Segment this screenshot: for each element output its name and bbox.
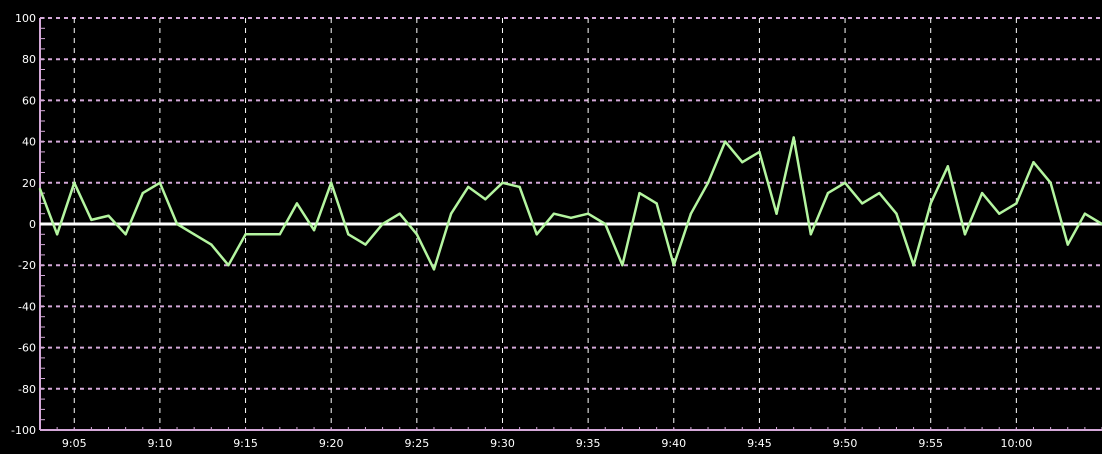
x-tick-label: 9:35 — [576, 437, 601, 450]
data-point — [775, 212, 778, 215]
y-tick-label: -60 — [18, 342, 36, 355]
y-tick-label: 100 — [15, 12, 36, 25]
data-point — [535, 233, 538, 236]
data-point — [381, 222, 384, 226]
data-point — [158, 181, 162, 184]
data-point — [552, 212, 556, 215]
y-tick-label: -100 — [11, 424, 36, 437]
data-point — [843, 181, 847, 184]
data-point — [980, 191, 984, 195]
data-point — [586, 212, 590, 215]
data-point — [398, 212, 401, 215]
y-axis-ticks: 100 80 60 40 20 0 -20 -40 -60 -80 -100 — [11, 12, 36, 437]
data-point — [501, 181, 504, 184]
data-point — [758, 150, 761, 154]
grid-lines — [40, 17, 1102, 431]
data-point — [604, 222, 607, 226]
data-point — [449, 212, 453, 215]
data-point — [1049, 181, 1052, 184]
data-point — [792, 136, 795, 139]
y-tick-label: -40 — [18, 300, 36, 313]
data-point — [946, 165, 950, 168]
data-point — [141, 191, 144, 195]
data-point — [878, 191, 881, 195]
x-tick-label: 9:40 — [661, 437, 686, 450]
data-point — [347, 233, 350, 236]
data-point — [638, 191, 641, 195]
data-point — [312, 228, 316, 232]
data-point — [124, 233, 127, 236]
y-tick-label: -20 — [18, 259, 36, 272]
x-tick-label: 9:15 — [233, 437, 258, 450]
data-point — [227, 264, 230, 267]
data-point — [912, 264, 915, 267]
data-point — [860, 202, 864, 205]
data-point — [809, 233, 813, 236]
data-point — [175, 222, 179, 226]
data-point — [706, 181, 710, 184]
data-point — [723, 140, 727, 143]
data-point — [963, 233, 967, 236]
data-point — [467, 185, 470, 189]
x-tick-label: 9:25 — [404, 437, 429, 450]
x-tick-label: 9:50 — [833, 437, 858, 450]
data-point — [895, 212, 898, 215]
data-point — [295, 202, 299, 205]
data-point — [415, 233, 419, 236]
series-layer — [38, 136, 1102, 271]
x-tick-label: 9:45 — [747, 437, 772, 450]
x-tick-label: 10:00 — [1001, 437, 1033, 450]
data-point — [38, 187, 42, 191]
data-point — [518, 185, 521, 189]
y-tick-label: 80 — [22, 53, 36, 66]
y-tick-label: 60 — [22, 94, 36, 107]
data-point — [621, 264, 624, 267]
data-point — [107, 214, 110, 217]
x-tick-label: 9:30 — [490, 437, 515, 450]
data-point — [655, 202, 658, 205]
x-tick-label: 9:05 — [62, 437, 87, 450]
data-point — [73, 181, 76, 184]
data-point — [689, 212, 693, 215]
x-axis-ticks: 9:05 9:10 9:15 9:20 9:25 9:30 9:35 9:40 9:45 9:50… — [62, 437, 1032, 450]
y-tick-label: 0 — [29, 218, 36, 231]
x-tick-label: 9:20 — [319, 437, 344, 450]
data-point — [55, 233, 59, 236]
data-point — [741, 161, 744, 164]
data-point — [210, 243, 213, 246]
data-point — [364, 243, 367, 246]
x-tick-label: 9:55 — [918, 437, 943, 450]
y-tick-label: -80 — [18, 383, 36, 396]
y-tick-label: 20 — [22, 177, 36, 190]
data-point — [929, 202, 932, 205]
data-point — [1066, 243, 1069, 246]
data-point — [278, 233, 282, 236]
data-point — [192, 233, 196, 236]
data-point — [329, 181, 333, 184]
data-point — [826, 191, 830, 195]
data-point — [672, 264, 675, 267]
data-point — [90, 218, 93, 222]
data-point — [261, 233, 264, 236]
data-point — [1015, 202, 1018, 205]
y-tick-label: 40 — [22, 136, 36, 149]
x-tick-label: 9:10 — [148, 437, 173, 450]
data-point — [484, 198, 487, 201]
data-point — [998, 212, 1001, 215]
data-point — [1032, 161, 1035, 164]
data-point — [1083, 212, 1087, 215]
data-point — [244, 233, 247, 236]
data-point — [432, 268, 436, 271]
data-point — [569, 216, 573, 220]
